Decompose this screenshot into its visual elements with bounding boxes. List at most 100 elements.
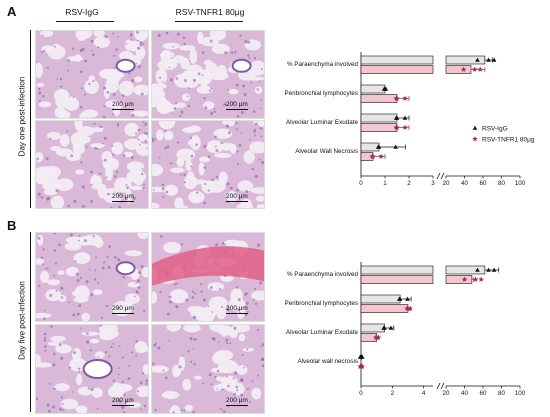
- alveolus: [187, 139, 198, 146]
- alveolus: [152, 365, 169, 373]
- nucleus: [259, 126, 263, 130]
- micrograph-b2: 200 μm: [151, 232, 265, 322]
- nucleus: [80, 161, 83, 164]
- alveolus: [220, 328, 228, 337]
- nucleus: [111, 144, 114, 147]
- nucleus: [169, 78, 173, 82]
- nucleus: [100, 316, 103, 319]
- data-point: [405, 305, 411, 311]
- alveolus: [226, 190, 238, 203]
- nucleus: [251, 168, 255, 171]
- nucleus: [209, 286, 213, 289]
- row-bracket-a: [30, 30, 31, 208]
- nucleus: [248, 56, 251, 59]
- nucleus: [244, 313, 248, 316]
- nucleus: [88, 82, 91, 86]
- alveolus: [226, 121, 235, 127]
- nucleus: [55, 289, 58, 292]
- alveolus: [93, 31, 105, 38]
- alveolus: [135, 385, 148, 398]
- row-label-a: Day one post-infection: [17, 76, 27, 157]
- nucleus: [258, 158, 261, 161]
- nucleus: [138, 271, 142, 275]
- alveolus: [37, 234, 44, 246]
- micrograph-b3: 200 μm: [35, 324, 149, 414]
- data-point: [486, 267, 491, 272]
- alveolus: [198, 162, 205, 176]
- nucleus: [178, 365, 182, 369]
- nucleus: [117, 258, 121, 262]
- nucleus: [143, 183, 145, 186]
- alveolus: [81, 331, 100, 336]
- nucleus: [182, 36, 186, 40]
- alveolus: [75, 405, 88, 413]
- nucleus: [117, 36, 119, 38]
- bar: [445, 55, 486, 65]
- nucleus: [258, 80, 261, 83]
- axis-break-mark: [436, 382, 445, 390]
- nucleus: [60, 296, 64, 299]
- nucleus: [162, 81, 164, 84]
- nucleus: [159, 235, 163, 238]
- nucleus: [239, 34, 242, 37]
- nucleus: [204, 183, 207, 186]
- x-tick-label: 1: [383, 180, 387, 187]
- row-bracket-b: [30, 232, 31, 412]
- nucleus: [245, 292, 248, 295]
- axis-break-mark: [436, 172, 445, 180]
- scale-bar: 200 μm: [112, 193, 134, 202]
- alveolus: [75, 373, 83, 386]
- nucleus: [72, 391, 74, 393]
- nucleus: [135, 132, 138, 135]
- alveolus: [125, 302, 134, 313]
- nucleus: [78, 234, 81, 237]
- nucleus: [78, 304, 82, 308]
- nucleus: [218, 287, 222, 291]
- alveolus: [176, 160, 184, 166]
- nucleus: [203, 201, 207, 205]
- alveolus: [134, 175, 144, 186]
- alveolus: [130, 185, 143, 191]
- nucleus: [40, 196, 44, 199]
- alveolus: [99, 329, 119, 339]
- data-point: [378, 153, 384, 159]
- col-header-igg: RSV-IgG: [65, 7, 99, 17]
- nucleus: [238, 143, 242, 147]
- nucleus: [122, 276, 125, 279]
- nucleus: [113, 67, 116, 70]
- nucleus: [227, 131, 231, 135]
- nucleus: [168, 66, 171, 69]
- nucleus: [46, 197, 50, 201]
- nucleus: [203, 166, 207, 169]
- nucleus: [58, 243, 61, 247]
- nucleus: [235, 122, 238, 125]
- nucleus: [252, 110, 256, 114]
- x-tick-label: 40: [461, 390, 468, 397]
- nucleus: [204, 106, 208, 110]
- legend-label: RSV-IgG: [482, 125, 508, 132]
- nucleus: [42, 94, 45, 98]
- alveolus: [207, 180, 226, 193]
- nucleus: [101, 142, 104, 145]
- alveolus: [183, 175, 198, 190]
- nucleus: [72, 95, 75, 98]
- nucleus: [76, 312, 80, 316]
- nucleus: [88, 268, 91, 271]
- alveolus: [228, 297, 246, 312]
- nucleus: [208, 89, 211, 92]
- nucleus: [136, 39, 139, 42]
- alveolus: [134, 341, 148, 354]
- alveolus: [89, 338, 100, 344]
- nucleus: [157, 33, 161, 37]
- nucleus: [212, 337, 216, 341]
- bar: [360, 94, 398, 103]
- data-point: [472, 276, 479, 282]
- data-point: [393, 144, 398, 149]
- nucleus: [116, 123, 120, 126]
- alveolus: [50, 335, 66, 342]
- nucleus: [90, 388, 94, 392]
- nucleus: [74, 260, 77, 263]
- nucleus: [233, 392, 237, 396]
- alveolus: [71, 289, 89, 297]
- col-header-igg-line: [56, 21, 114, 22]
